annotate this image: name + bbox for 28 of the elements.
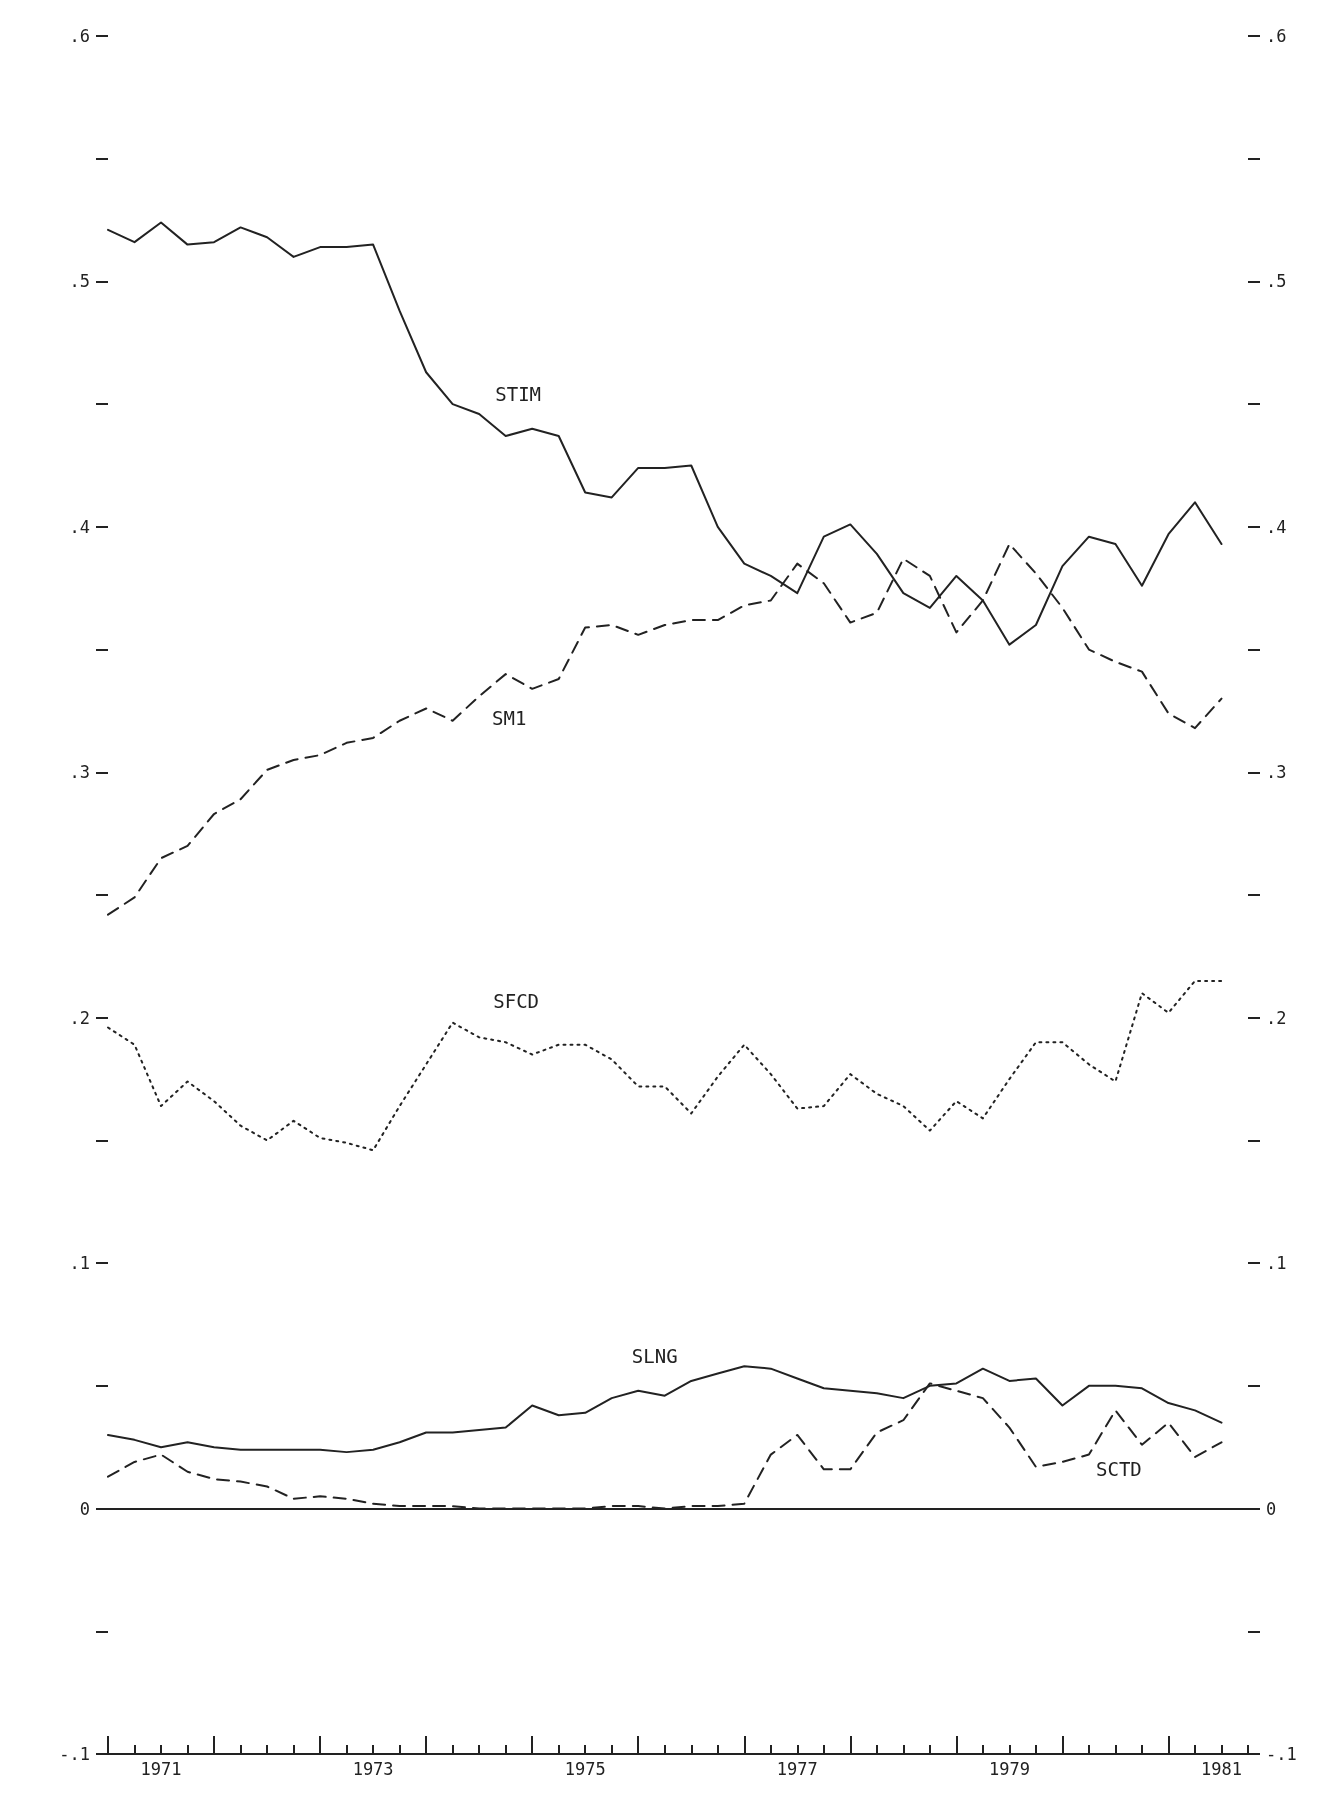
- y2-tick-label: .5: [1266, 271, 1287, 292]
- y2-tick-label: .1: [1266, 1253, 1287, 1274]
- y-tick-label: .3: [69, 762, 90, 783]
- y-tick-label: -.1: [59, 1744, 90, 1764]
- y2-tick-label: .4: [1266, 516, 1287, 537]
- y2-tick-label: 0: [1266, 1498, 1277, 1519]
- y2-tick-label: -.1: [1266, 1744, 1297, 1764]
- y2-tick-label: .6: [1266, 26, 1287, 46]
- y-tick-label: 0: [79, 1498, 90, 1519]
- series-label: SFCD: [493, 990, 540, 1013]
- y-tick-label: .5: [69, 271, 90, 292]
- x-tick-label: 1981: [1201, 1758, 1242, 1779]
- series-label: SCTD: [1096, 1457, 1142, 1480]
- y-tick-label: .4: [69, 516, 90, 537]
- line-series: [107, 979, 1223, 1152]
- y2-tick-label: .3: [1266, 762, 1287, 783]
- series-label: SM1: [492, 707, 527, 730]
- x-tick-label: 1979: [988, 1758, 1030, 1779]
- series-label: SLNG: [631, 1344, 678, 1367]
- y-tick-label: .6: [69, 26, 90, 46]
- x-tick-label: 1973: [352, 1758, 394, 1779]
- y-tick-label: .1: [69, 1253, 90, 1274]
- y-tick-label: .2: [69, 1007, 90, 1028]
- y2-tick-label: .2: [1266, 1007, 1287, 1028]
- x-tick-label: 1975: [564, 1758, 606, 1779]
- x-tick-label: 1971: [140, 1758, 182, 1779]
- x-tick-label: 1977: [776, 1758, 818, 1779]
- series-label: STIM: [495, 382, 542, 405]
